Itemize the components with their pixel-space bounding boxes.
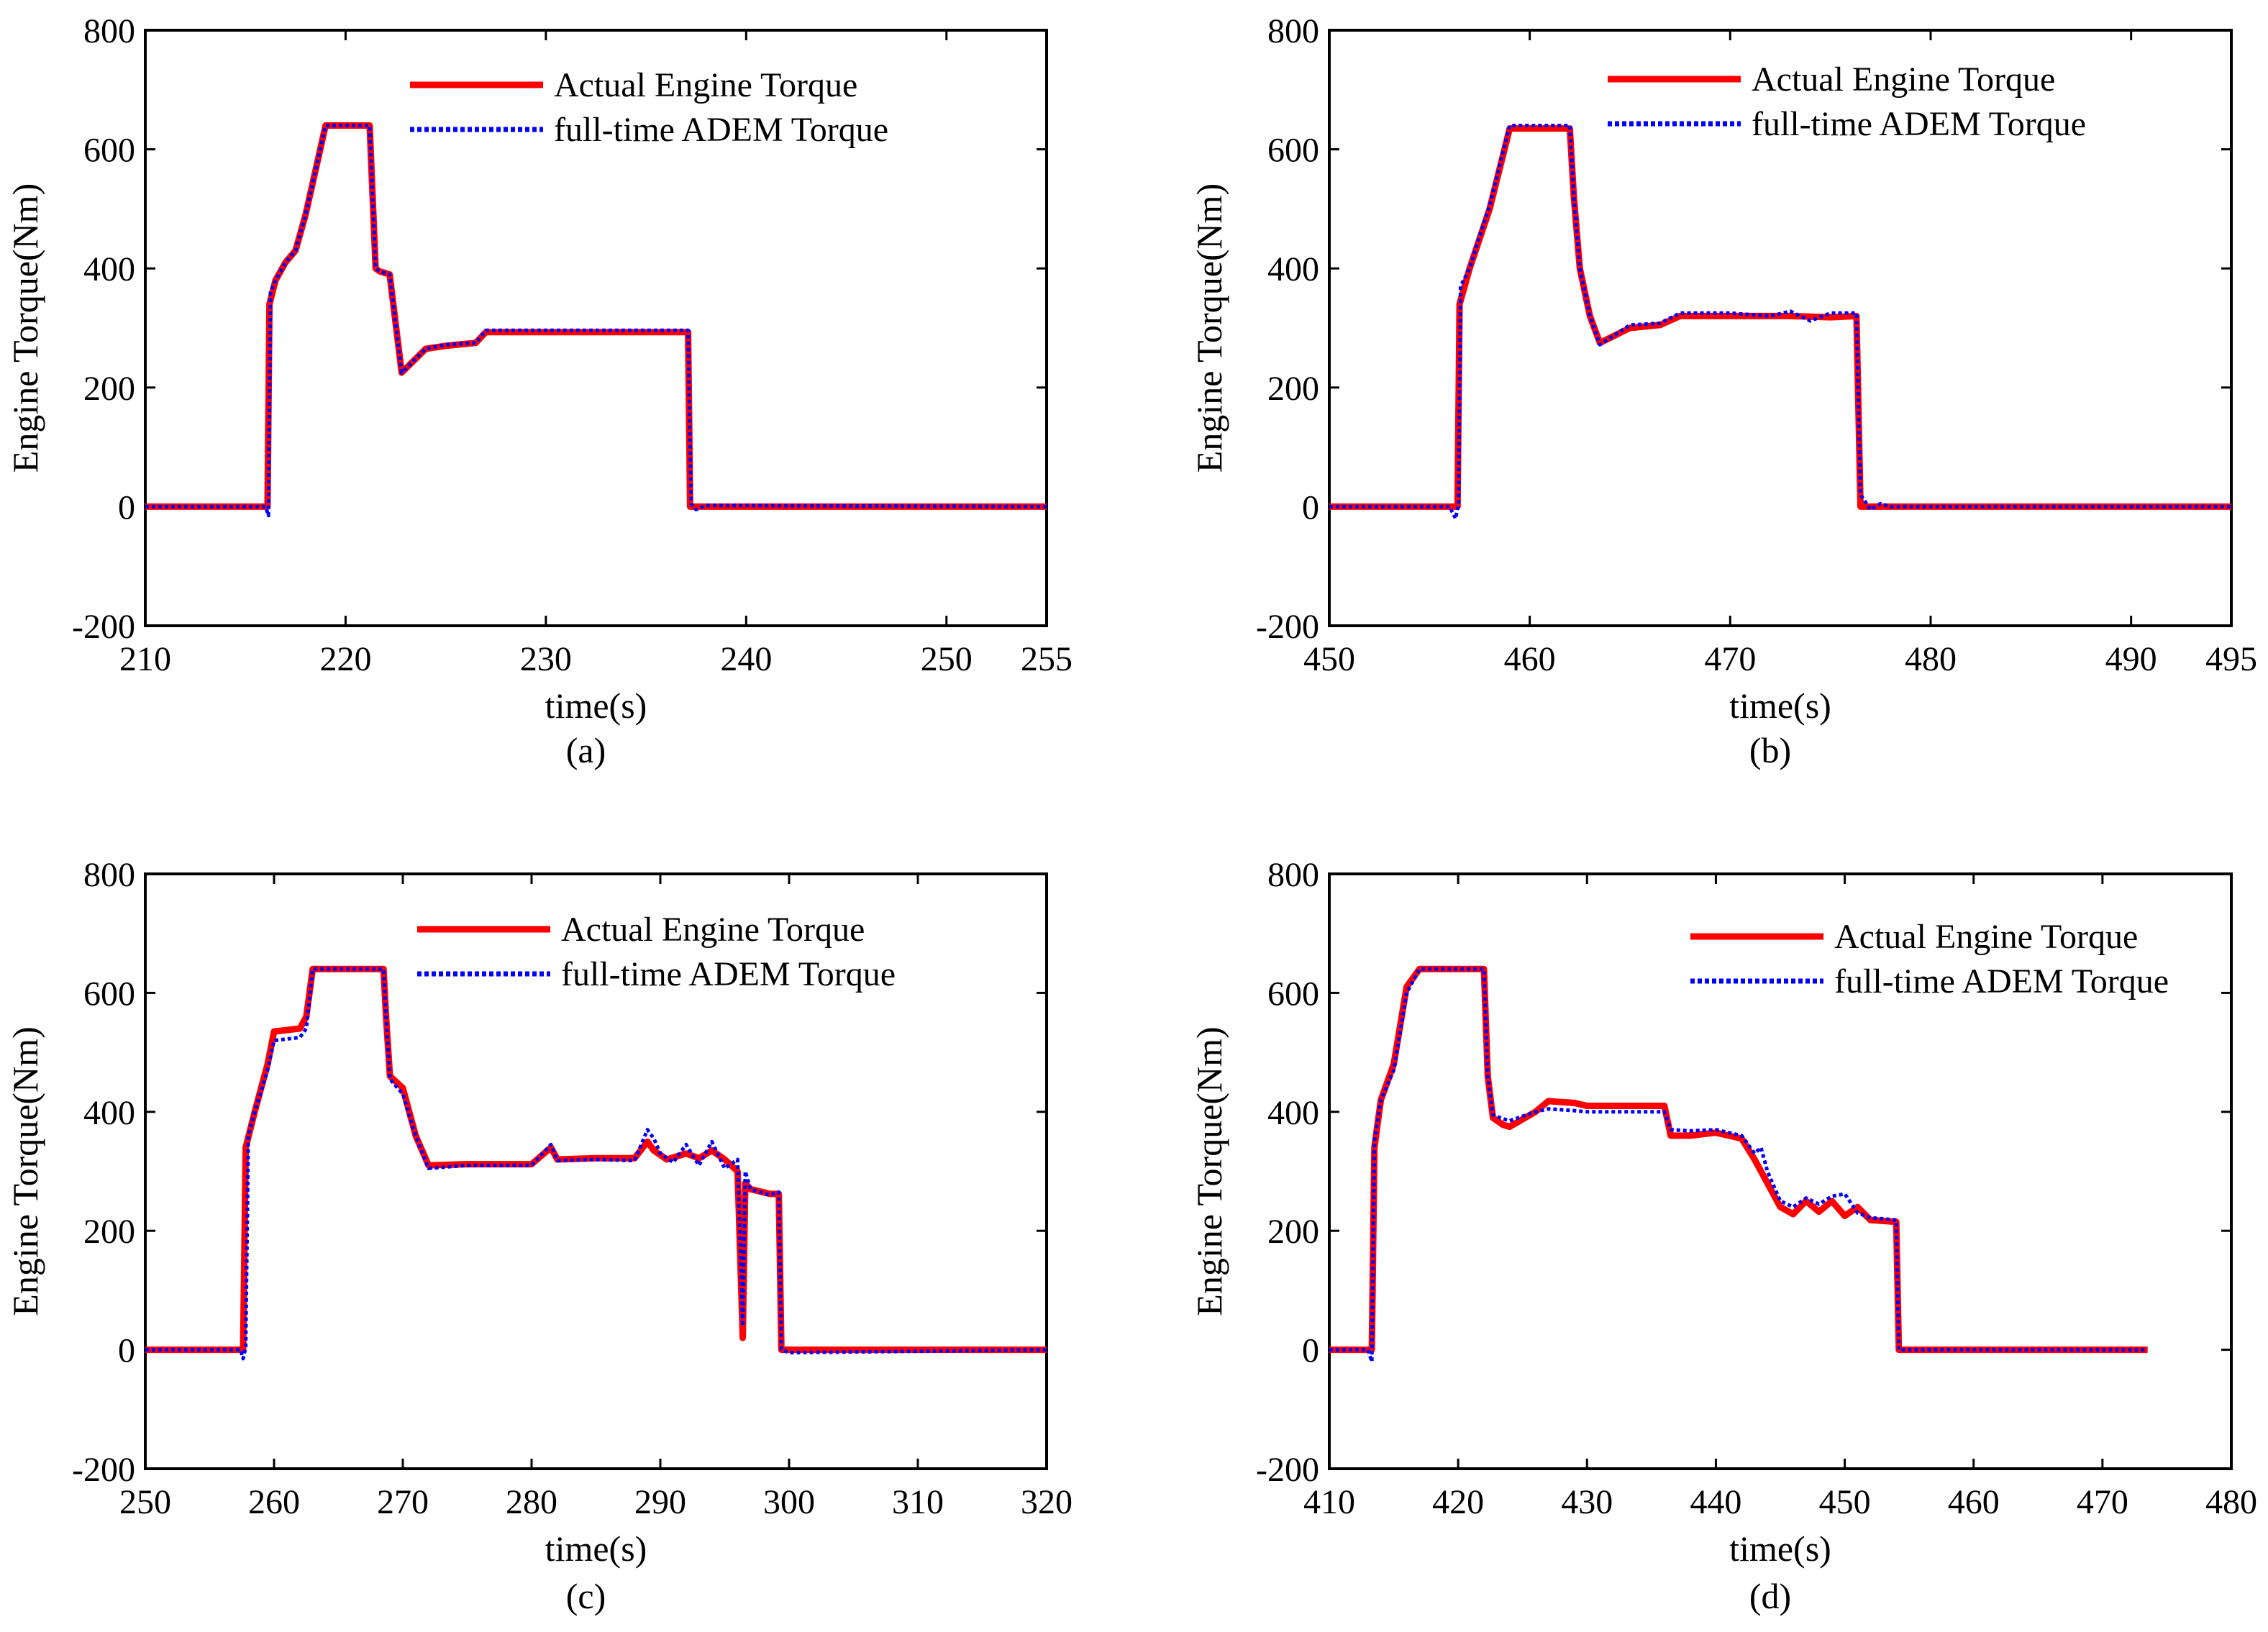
x-tick-label: 470 [1704, 640, 1756, 678]
y-tick-label: 600 [83, 132, 135, 170]
panel-caption: (c) [566, 1576, 606, 1616]
x-tick-label: 240 [720, 640, 772, 678]
series-line-adem [145, 967, 1047, 1361]
y-tick-label: 600 [1267, 132, 1319, 170]
panel-caption: (d) [1749, 1576, 1791, 1616]
series-line-adem [1329, 124, 2231, 521]
y-axis-label: Engine Torque(Nm) [5, 183, 45, 473]
y-tick-label: 0 [118, 488, 135, 526]
x-tick-label: 450 [1303, 640, 1355, 678]
plot-area [144, 29, 1048, 627]
x-tick-label: 300 [763, 1483, 815, 1521]
x-axis-label: time(s) [1729, 685, 1831, 726]
x-tick-label: 250 [119, 1483, 171, 1521]
legend-label: full-time ADEM Torque [1834, 962, 2169, 1000]
x-tick-label: 230 [520, 640, 572, 678]
y-tick-label: 400 [1267, 1094, 1319, 1132]
y-tick-label: 200 [83, 1213, 135, 1251]
series-line-adem [1329, 967, 2148, 1364]
x-tick-label: 220 [319, 640, 371, 678]
x-tick-label: 210 [119, 640, 171, 678]
y-tick-label: -200 [72, 1451, 135, 1489]
series-line-actual [1329, 965, 2148, 1354]
x-tick-label: 480 [2205, 1483, 2257, 1521]
x-tick-label: 430 [1561, 1483, 1613, 1521]
y-tick-label: 0 [1302, 1332, 1319, 1370]
x-tick-label: 490 [2105, 640, 2157, 678]
x-tick-label: 280 [506, 1483, 557, 1521]
y-tick-label: 400 [1267, 250, 1319, 288]
x-tick-label: 440 [1690, 1483, 1741, 1521]
series-line-actual [1329, 125, 2231, 510]
y-tick-label: 800 [83, 12, 135, 50]
legend-label: full-time ADEM Torque [1752, 105, 2086, 143]
x-tick-label: 250 [921, 640, 973, 678]
legend-label: Actual Engine Torque [561, 911, 865, 949]
y-tick-label: 600 [83, 975, 135, 1013]
y-tick-label: 0 [118, 1332, 135, 1370]
x-tick-label: 460 [1948, 1483, 2000, 1521]
y-tick-label: 200 [83, 370, 135, 408]
x-tick-label: 290 [634, 1483, 686, 1521]
legend: Actual Engine Torque full-time ADEM Torqu… [1690, 918, 2169, 1000]
y-tick-label: -200 [1256, 608, 1319, 646]
x-tick-label: 410 [1303, 1483, 1355, 1521]
x-tick-label: 270 [377, 1483, 429, 1521]
x-tick-label: 470 [2077, 1483, 2128, 1521]
legend-label: full-time ADEM Torque [561, 955, 896, 993]
y-tick-label: 600 [1267, 975, 1319, 1013]
y-tick-label: 800 [83, 856, 135, 894]
x-tick-label: 495 [2205, 640, 2257, 678]
x-tick-label: 460 [1504, 640, 1556, 678]
x-axis-label: time(s) [545, 1528, 647, 1569]
y-axis-label: Engine Torque(Nm) [5, 1026, 45, 1316]
y-tick-label: 200 [1267, 1213, 1319, 1251]
series-line-actual [145, 122, 1047, 510]
legend-label: Actual Engine Torque [1834, 918, 2138, 956]
legend: Actual Engine Torque full-time ADEM Torqu… [410, 66, 888, 149]
y-tick-label: 400 [83, 1094, 135, 1132]
y-tick-label: 800 [1267, 856, 1319, 894]
y-axis-label: Engine Torque(Nm) [1189, 1026, 1229, 1316]
y-tick-label: 800 [1267, 12, 1319, 50]
x-tick-label: 255 [1021, 640, 1072, 678]
legend: Actual Engine Torque full-time ADEM Torqu… [417, 911, 896, 993]
series-line-adem [145, 124, 1047, 518]
legend: Actual Engine Torque full-time ADEM Torqu… [1608, 60, 2086, 143]
x-axis-label: time(s) [1729, 1528, 1831, 1569]
legend-label: full-time ADEM Torque [554, 111, 888, 149]
chart-panel: 250 260 270 280 290 300 310 320 -200 0 200 400 600 80… [5, 856, 1072, 1616]
x-tick-label: 320 [1021, 1483, 1072, 1521]
x-tick-label: 420 [1432, 1483, 1484, 1521]
series-line-actual [145, 965, 1047, 1354]
panel-caption: (b) [1749, 730, 1791, 770]
x-tick-label: 480 [1905, 640, 1957, 678]
legend-label: Actual Engine Torque [554, 66, 857, 104]
chart-panel: 210 220 230 240 250 255 -200 0 200 400 600 800 time(… [5, 12, 1072, 770]
x-axis-label: time(s) [545, 685, 647, 726]
panel-caption: (a) [566, 730, 606, 770]
y-tick-label: 400 [83, 250, 135, 288]
y-tick-label: -200 [72, 608, 135, 646]
plot-area [1328, 29, 2233, 627]
x-tick-label: 310 [892, 1483, 944, 1521]
x-tick-label: 450 [1819, 1483, 1871, 1521]
legend-label: Actual Engine Torque [1752, 60, 2055, 99]
plot-area [144, 872, 1048, 1470]
chart-panel: 410 420 430 440 450 460 470 480 -200 0 200 400 600 80… [1189, 856, 2257, 1616]
y-tick-label: -200 [1256, 1451, 1319, 1489]
y-tick-label: 0 [1302, 488, 1319, 526]
plot-area [1328, 872, 2233, 1470]
x-tick-label: 260 [248, 1483, 300, 1521]
y-tick-label: 200 [1267, 370, 1319, 408]
chart-panel: 450 460 470 480 490 495 -200 0 200 400 600 800 time(… [1189, 12, 2257, 770]
y-axis-label: Engine Torque(Nm) [1189, 183, 1229, 473]
